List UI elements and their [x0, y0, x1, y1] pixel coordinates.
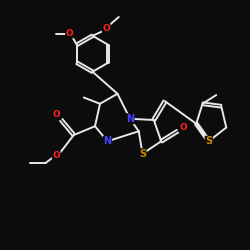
Text: O: O	[66, 29, 73, 38]
Text: O: O	[179, 123, 187, 132]
Text: O: O	[52, 151, 60, 160]
Text: O: O	[102, 24, 110, 33]
Text: O: O	[53, 110, 60, 119]
Text: N: N	[126, 114, 134, 124]
Text: N: N	[104, 136, 112, 146]
Text: S: S	[205, 136, 212, 146]
Text: S: S	[139, 149, 146, 159]
